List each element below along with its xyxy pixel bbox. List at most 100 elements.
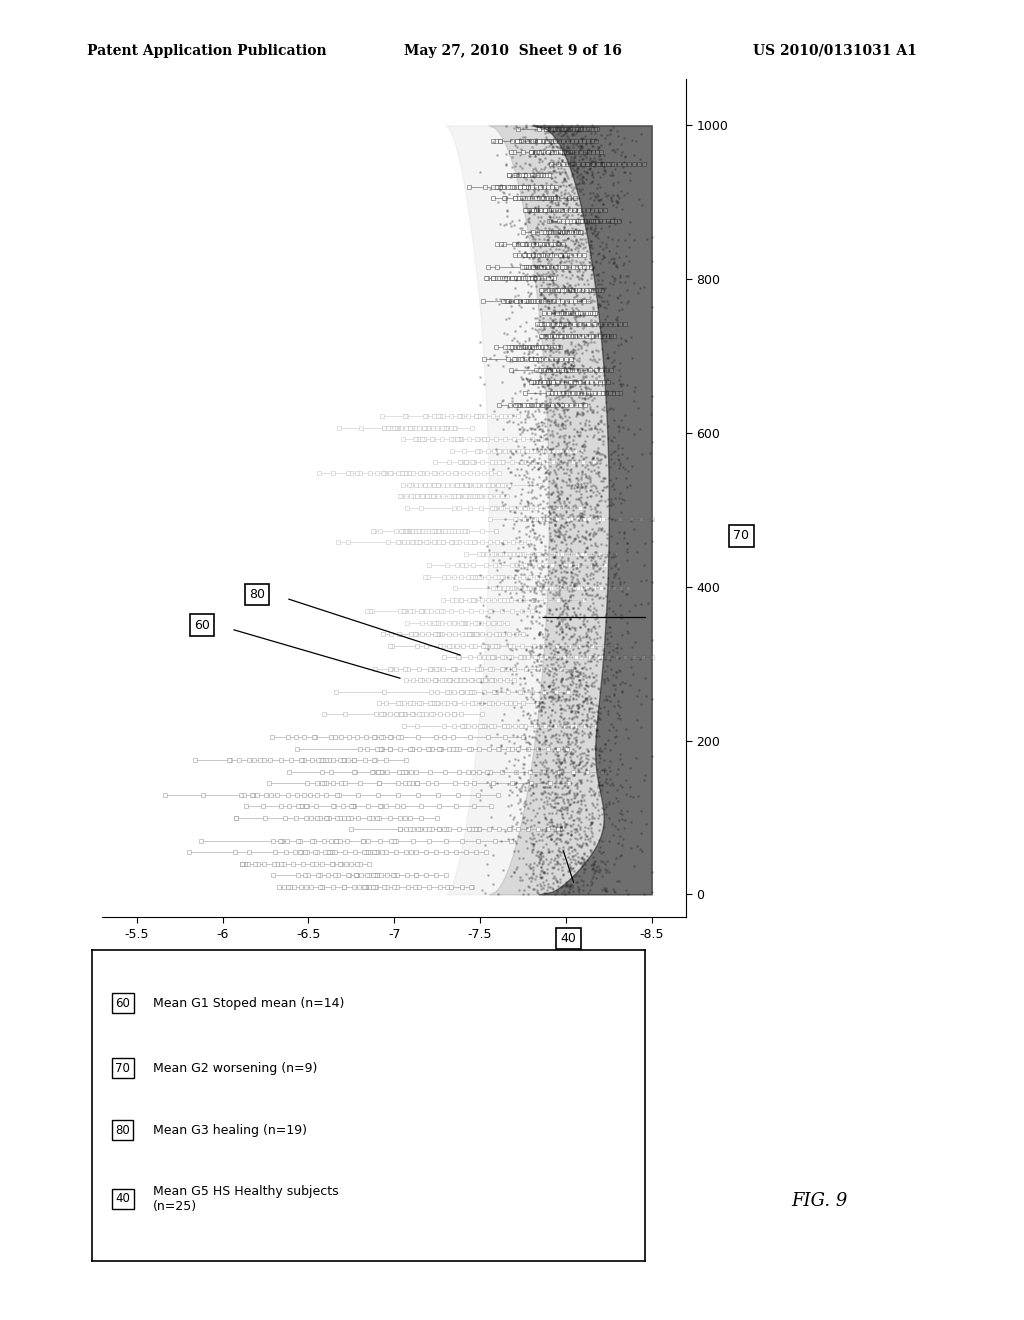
Point [542,568,558,589]
Point [594,290,610,312]
Point [575,333,592,354]
Point [553,589,569,610]
Point [548,312,564,333]
Point [585,135,601,156]
Point [556,425,572,446]
Point [582,244,598,265]
Point [581,727,597,748]
Point [605,696,622,717]
Point [546,531,562,552]
Point [567,275,584,296]
Point [555,840,571,861]
Point [523,387,540,408]
Point [557,495,573,516]
Point [575,368,592,389]
Point [609,139,626,160]
Point [540,506,556,527]
Point [529,458,546,479]
Point [636,884,652,906]
Point [519,568,536,589]
Point [560,781,577,803]
Point [557,161,573,182]
Point [596,748,612,770]
Point [561,187,578,209]
Point [569,792,586,813]
Point [590,429,606,450]
Point [485,345,502,366]
Point [553,220,569,242]
Point [543,379,559,400]
Point [517,231,534,252]
Point [571,738,588,759]
Point [543,809,559,830]
Point [565,279,582,300]
Point [559,515,575,536]
Point [546,282,562,304]
Point [608,788,625,809]
Point [593,517,609,539]
Point [575,849,592,870]
Point [527,595,544,616]
Point [579,492,595,513]
Point [503,795,519,816]
Point [564,661,581,682]
Point [504,351,520,372]
Point [543,705,559,726]
Point [487,681,504,702]
Point [548,833,564,854]
Point [549,478,565,499]
Point [525,642,542,663]
Point [562,837,579,858]
Point [569,404,586,425]
Point [531,327,548,348]
Point [526,197,543,218]
Point [591,744,607,766]
Point [500,397,516,418]
Point [560,792,577,813]
Point [599,656,615,677]
Point [556,784,572,805]
Point [522,553,539,574]
Text: Mean G1 Stoped mean (n=14): Mean G1 Stoped mean (n=14) [153,997,344,1010]
Point [529,570,546,591]
Point [600,793,616,814]
Point [539,862,555,883]
Point [571,181,588,202]
Point [484,131,501,152]
Point [577,420,593,441]
Point [566,573,583,594]
Point [545,318,561,339]
Point [555,417,571,438]
Point [616,162,633,183]
Point [480,639,497,660]
Point [555,137,571,158]
Point [489,723,506,744]
Point [588,226,604,247]
Point [593,273,609,294]
Point [526,589,543,610]
Point [542,660,558,681]
Point [540,826,556,847]
Point [521,546,538,568]
Point [526,692,543,713]
Point [541,378,557,399]
Point [569,694,586,715]
Point [551,223,567,244]
Point [556,775,572,796]
Point [547,645,563,667]
Point [583,383,599,404]
Point [572,594,589,615]
Point [514,589,530,610]
Point [567,141,584,162]
Point [555,144,571,165]
Point [600,183,616,205]
Point [588,186,604,207]
Point [572,758,589,779]
Point [565,389,582,411]
Point [543,507,559,528]
Point [552,517,568,539]
Point [577,496,593,517]
Point [519,226,536,247]
Point [542,776,558,797]
Point [553,648,569,669]
